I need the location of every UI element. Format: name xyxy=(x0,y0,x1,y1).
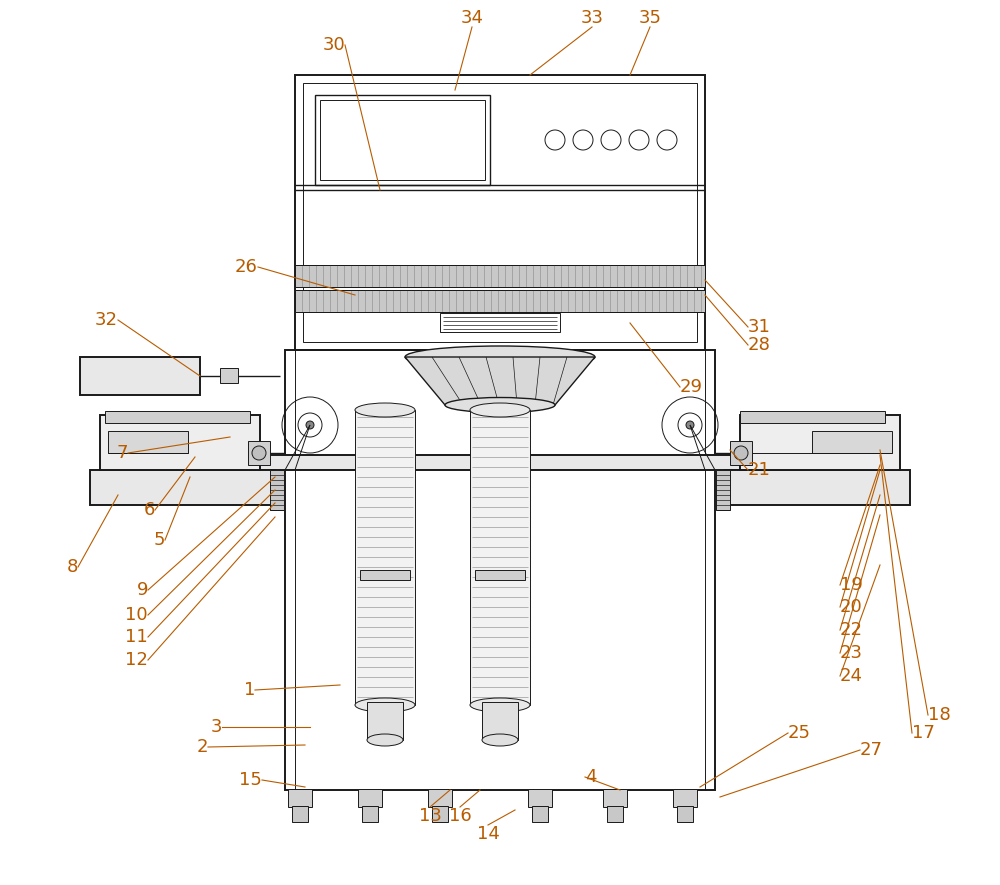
Text: 8: 8 xyxy=(67,558,78,576)
Text: 28: 28 xyxy=(748,336,771,354)
Bar xyxy=(303,83,697,342)
Bar xyxy=(295,290,705,312)
Circle shape xyxy=(734,446,748,460)
Text: 24: 24 xyxy=(840,667,863,685)
Bar xyxy=(315,95,490,185)
Text: 26: 26 xyxy=(235,258,258,276)
Text: 16: 16 xyxy=(449,807,471,825)
Ellipse shape xyxy=(355,698,415,712)
Text: 13: 13 xyxy=(419,807,441,825)
Bar xyxy=(295,265,705,287)
Circle shape xyxy=(686,421,694,429)
Bar xyxy=(603,789,627,807)
Bar xyxy=(295,75,705,350)
Bar xyxy=(100,415,260,470)
Text: 6: 6 xyxy=(144,501,155,519)
Text: 32: 32 xyxy=(95,311,118,329)
Text: 14: 14 xyxy=(477,825,499,843)
Text: 21: 21 xyxy=(748,461,771,479)
Bar xyxy=(475,570,525,580)
Text: 11: 11 xyxy=(125,628,148,646)
Bar xyxy=(105,411,250,423)
Text: 25: 25 xyxy=(788,724,811,742)
Text: 31: 31 xyxy=(748,318,771,336)
Bar xyxy=(532,806,548,822)
Bar xyxy=(220,368,238,383)
Bar xyxy=(288,789,312,807)
Bar xyxy=(320,100,485,180)
Text: 34: 34 xyxy=(460,9,484,27)
Bar xyxy=(725,470,910,505)
Bar xyxy=(108,431,188,453)
Bar xyxy=(285,350,715,790)
Bar xyxy=(248,441,270,465)
Text: 12: 12 xyxy=(125,651,148,669)
Bar xyxy=(292,806,308,822)
Ellipse shape xyxy=(478,422,522,432)
Text: 9: 9 xyxy=(136,581,148,599)
Bar xyxy=(90,470,275,505)
Ellipse shape xyxy=(405,346,595,368)
Text: 30: 30 xyxy=(322,36,345,54)
Bar xyxy=(270,470,284,510)
Text: 33: 33 xyxy=(580,9,604,27)
Text: 35: 35 xyxy=(639,9,662,27)
Bar xyxy=(80,357,200,395)
Text: 20: 20 xyxy=(840,598,863,616)
Bar xyxy=(362,806,378,822)
Bar xyxy=(730,441,752,465)
Text: 3: 3 xyxy=(210,718,222,736)
Circle shape xyxy=(252,446,266,460)
Ellipse shape xyxy=(470,403,530,417)
Bar xyxy=(812,431,892,453)
Text: 23: 23 xyxy=(840,644,863,662)
Polygon shape xyxy=(405,357,595,405)
Bar xyxy=(360,570,410,580)
Circle shape xyxy=(306,421,314,429)
Ellipse shape xyxy=(482,734,518,746)
Bar xyxy=(607,806,623,822)
Text: 29: 29 xyxy=(680,378,703,396)
Text: 7: 7 xyxy=(116,444,128,462)
Bar xyxy=(355,410,415,705)
Bar xyxy=(115,455,885,470)
Text: 27: 27 xyxy=(860,741,883,759)
Ellipse shape xyxy=(367,734,403,746)
Bar xyxy=(367,702,403,740)
Text: 19: 19 xyxy=(840,576,863,594)
Text: 22: 22 xyxy=(840,621,863,639)
Bar xyxy=(716,470,730,510)
Text: 5: 5 xyxy=(154,531,165,549)
Text: 15: 15 xyxy=(239,771,262,789)
Bar xyxy=(740,411,885,423)
Bar xyxy=(295,265,705,287)
Bar xyxy=(478,405,522,427)
Bar xyxy=(440,313,560,332)
Ellipse shape xyxy=(470,698,530,712)
Bar xyxy=(677,806,693,822)
Bar xyxy=(673,789,697,807)
Bar xyxy=(428,789,452,807)
Ellipse shape xyxy=(355,403,415,417)
Bar xyxy=(358,789,382,807)
Ellipse shape xyxy=(445,397,555,412)
Bar xyxy=(470,410,530,705)
Text: 2: 2 xyxy=(196,738,208,756)
Text: 10: 10 xyxy=(125,606,148,624)
Bar xyxy=(295,290,705,312)
Text: 18: 18 xyxy=(928,706,951,724)
Bar xyxy=(432,806,448,822)
Bar xyxy=(482,702,518,740)
Text: 17: 17 xyxy=(912,724,935,742)
Bar xyxy=(528,789,552,807)
Text: 4: 4 xyxy=(585,768,596,786)
Text: 1: 1 xyxy=(244,681,255,699)
Bar xyxy=(740,415,900,470)
